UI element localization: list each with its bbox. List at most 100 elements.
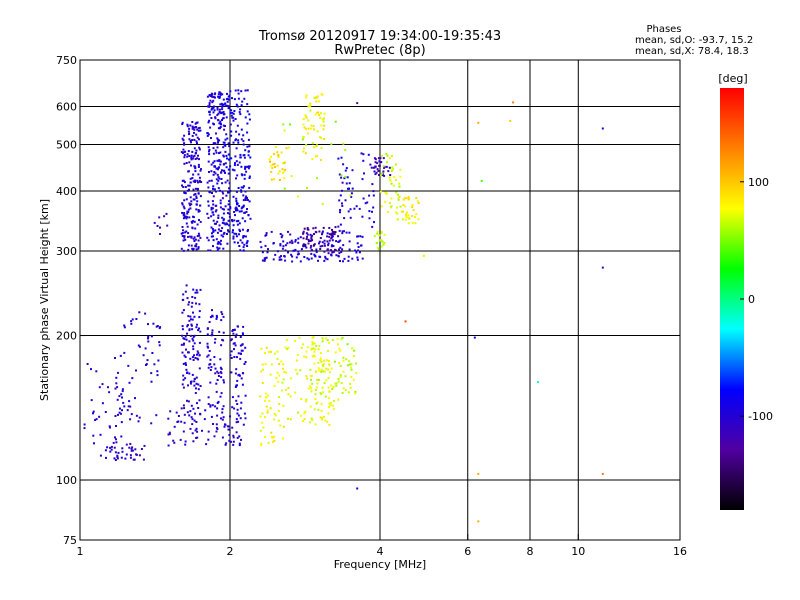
echo-point [341,181,344,184]
echo-point [317,378,320,381]
echo-point [240,186,243,189]
echo-point [196,235,199,238]
echo-point [194,158,197,160]
echo-point [185,162,188,164]
echo-point [283,370,286,373]
echo-point [195,203,198,206]
echo-point [338,173,341,176]
echo-point [195,126,198,128]
echo-point [321,230,324,233]
echo-point [334,248,336,251]
echo-point [207,160,210,163]
echo-point [181,383,184,386]
echo-point [137,420,140,423]
echo-point [282,162,285,165]
echo-point [150,422,153,425]
echo-point [199,288,202,291]
echo-point [186,411,189,414]
echo-point [315,100,318,103]
stats-line-o: mean, sd,O: -93.7, 15.2 [635,35,753,46]
echo-point [337,235,340,238]
echo-point [313,253,316,256]
echo-point [244,149,247,152]
echo-point [233,219,236,222]
echo-point [371,183,374,186]
echo-point [350,192,353,195]
echo-point [267,441,270,444]
echo-point [381,174,384,177]
echo-point [189,334,192,337]
echo-point [200,168,202,171]
echo-point [206,342,209,345]
echo-point [223,222,226,225]
echo-point [226,97,229,100]
echo-point [283,187,286,190]
echo-point [231,97,233,100]
echo-point [375,171,378,174]
echo-point [260,347,263,350]
echo-point [121,409,123,412]
echo-point [210,235,213,238]
echo-point [331,244,334,247]
echo-point [229,123,232,126]
echo-point [232,229,234,232]
echo-point [119,407,121,410]
echo-point [310,252,313,255]
echo-point [222,146,225,149]
echo-point [128,446,131,449]
echo-point [175,411,178,414]
echo-point [369,163,372,166]
echo-point [411,215,414,217]
x-tick-label: 2 [227,545,234,558]
echo-point [309,368,312,371]
echo-point [330,143,333,146]
echo-point [186,123,189,126]
echo-point [294,239,297,241]
echo-point [270,178,273,181]
echo-point [131,318,134,321]
echo-point [83,423,86,426]
echo-point [191,318,194,321]
echo-point [207,249,210,252]
echo-point [134,448,137,451]
echo-point [232,224,235,227]
echo-point [191,423,194,426]
echo-point [220,368,223,371]
echo-point [406,216,409,219]
echo-point [198,399,201,402]
echo-point [243,211,246,214]
echo-point [181,311,184,314]
echo-point [197,407,200,409]
echo-point [314,348,317,351]
echo-point [344,199,347,202]
echo-point [379,190,382,193]
echo-point [303,227,306,230]
echo-point [127,405,130,408]
echo-point [169,410,172,413]
echo-point [221,182,224,185]
echo-point [193,165,196,168]
echo-point [215,314,218,317]
echo-point [227,172,230,175]
echo-point [300,414,303,417]
echo-point [341,230,344,233]
echo-point [242,423,245,426]
echo-point [213,109,216,112]
echo-point [190,416,193,419]
echo-point [342,356,345,359]
echo-point [191,373,194,376]
echo-point [282,378,285,381]
echo-point [119,354,122,357]
echo-point [235,160,238,163]
echo-point [321,241,324,244]
echo-point [282,172,284,174]
echo-point [343,217,346,220]
echo-point [222,416,225,419]
echo-point [320,409,323,412]
echo-point [228,168,231,171]
y-tick-label: 750 [56,54,77,67]
echo-point [335,384,338,387]
echo-point [353,207,356,210]
echo-point [240,438,242,441]
echo-point [305,398,308,401]
